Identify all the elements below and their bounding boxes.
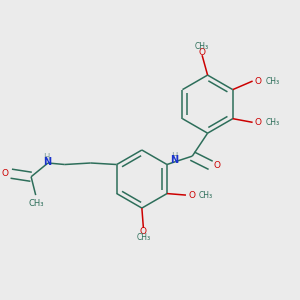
Text: O: O [255,76,262,85]
Text: CH₃: CH₃ [136,233,151,242]
Text: CH₃: CH₃ [199,190,213,200]
Text: CH₃: CH₃ [28,199,44,208]
Text: O: O [1,169,8,178]
Text: N: N [43,157,51,167]
Text: O: O [140,227,147,236]
Text: H: H [44,153,50,162]
Text: CH₃: CH₃ [266,76,280,85]
Text: CH₃: CH₃ [195,42,209,51]
Text: O: O [199,48,206,57]
Text: H: H [171,152,178,160]
Text: N: N [170,155,178,165]
Text: CH₃: CH₃ [266,118,280,127]
Text: O: O [255,118,262,127]
Text: O: O [213,161,220,170]
Text: O: O [188,190,195,200]
